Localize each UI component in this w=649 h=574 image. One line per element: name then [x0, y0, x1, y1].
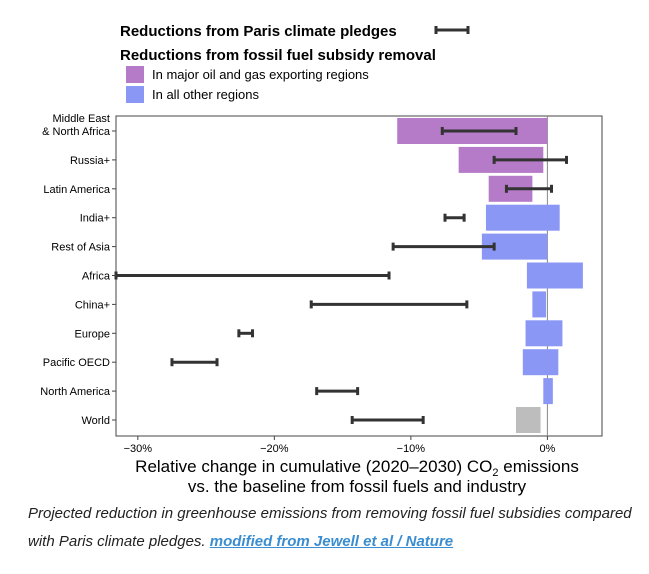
x-axis-title-line2: vs. the baseline from fossil fuels and i…	[188, 477, 527, 496]
category-label: Pacific OECD	[43, 357, 110, 369]
category-label: Latin America	[43, 184, 111, 196]
category-label: North America	[40, 386, 111, 398]
category-label: Europe	[75, 328, 110, 340]
x-axis-title-line1: Relative change in cumulative (2020–2030…	[135, 457, 579, 479]
subsidy-bar	[522, 349, 559, 376]
caption-text: Projected reduction in greenhouse emissi…	[28, 505, 632, 550]
legend-other-label: In all other regions	[152, 87, 259, 102]
pledge-range	[350, 416, 425, 424]
pledge-range	[492, 155, 569, 164]
x-tick-label: −20%	[260, 443, 289, 455]
pledge-range	[315, 387, 360, 396]
category-label: World	[81, 415, 110, 427]
category-label: Rest of Asia	[51, 242, 111, 254]
legend-exporter-swatch	[126, 66, 144, 83]
category-label: India+	[80, 213, 110, 225]
category-label: Africa	[82, 271, 111, 283]
category-label-line: & North Africa	[42, 126, 111, 138]
plot-marks	[114, 116, 583, 436]
legend-other-swatch	[126, 86, 144, 103]
category-label-line: Middle East	[53, 113, 110, 125]
legend-subsidy-title: Reductions from fossil fuel subsidy remo…	[120, 47, 436, 64]
category-labels: Middle East & North Africa Russia+ Latin Am…	[40, 113, 116, 427]
pledge-range	[170, 358, 219, 367]
legend-exporter-label: In major oil and gas exporting regions	[152, 67, 369, 82]
subsidy-bar	[525, 320, 563, 347]
x-axis-title-subscript: 2	[492, 467, 498, 479]
x-axis-title-emissions: emissions	[499, 457, 579, 476]
subsidy-bar	[515, 407, 541, 433]
pledge-range	[504, 184, 553, 193]
legend-pledge-whisker-icon	[434, 26, 470, 34]
x-tick-label: 0%	[539, 443, 555, 455]
subsidy-bar	[526, 262, 583, 289]
caption-source-link[interactable]: modified from Jewell et al / Nature	[209, 533, 454, 550]
x-tick-label: −30%	[124, 443, 153, 455]
subsidy-bar	[532, 291, 547, 318]
pledge-range	[237, 329, 255, 338]
category-label: China+	[75, 299, 110, 311]
legend-pledge-label: Reductions from Paris climate pledges	[120, 23, 397, 40]
subsidy-bar	[543, 378, 553, 405]
x-axis-title-main: Relative change in cumulative (2020–2030…	[135, 457, 492, 476]
x-axis-ticks: −30% −20% −10% 0%	[124, 436, 556, 455]
category-label: Russia+	[70, 155, 110, 167]
x-tick-label: −10%	[397, 443, 426, 455]
subsidy-bar	[485, 204, 560, 231]
pledge-range	[443, 213, 466, 222]
chart-figure: Reductions from Paris climate pledges Re…	[40, 23, 603, 496]
pledge-range	[391, 242, 496, 251]
category-label: Middle East & North Africa	[42, 113, 111, 138]
legend: Reductions from Paris climate pledges Re…	[120, 23, 470, 103]
figure-caption: Projected reduction in greenhouse emissi…	[28, 500, 638, 556]
pledge-range	[440, 127, 518, 135]
pledge-range	[309, 300, 469, 309]
